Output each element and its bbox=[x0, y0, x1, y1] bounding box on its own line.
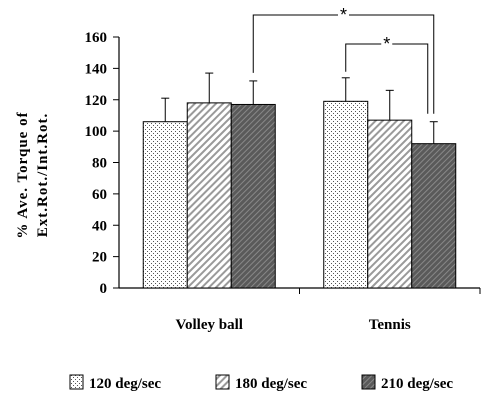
y-axis-label-line1: % Ave. Torque of bbox=[15, 111, 31, 238]
significance-label-bg bbox=[337, 5, 350, 25]
category-label: Tennis bbox=[369, 317, 411, 333]
significance-label-bg bbox=[381, 34, 393, 54]
legend-swatch bbox=[215, 374, 230, 390]
significance-brackets: ** bbox=[252, 5, 435, 114]
bar bbox=[411, 143, 457, 289]
error-bars bbox=[161, 72, 438, 144]
bar bbox=[142, 121, 188, 289]
y-tick-label: 160 bbox=[85, 30, 108, 46]
category-labels: Volley ball Tennis bbox=[176, 317, 411, 333]
legend-label: 180 deg/sec bbox=[235, 376, 307, 392]
y-tick-label: 80 bbox=[92, 156, 107, 172]
y-ticks: 0 20 40 60 80 100 120 140 160 bbox=[85, 30, 119, 297]
y-tick-label: 60 bbox=[92, 187, 107, 203]
legend: 120 deg/sec 180 deg/sec 210 deg/sec bbox=[69, 374, 453, 392]
significance-asterisk: * bbox=[340, 5, 347, 25]
bar bbox=[323, 100, 369, 289]
significance-asterisk: * bbox=[383, 34, 390, 54]
bar bbox=[186, 102, 232, 289]
legend-label: 210 deg/sec bbox=[381, 376, 453, 392]
category-label: Volley ball bbox=[176, 317, 243, 333]
significance-bracket bbox=[252, 14, 435, 114]
bar bbox=[367, 119, 413, 289]
y-tick-label: 140 bbox=[85, 61, 108, 77]
bar bbox=[230, 103, 276, 289]
y-tick-label: 120 bbox=[85, 93, 108, 109]
legend-label: 120 deg/sec bbox=[89, 376, 161, 392]
y-tick-label: 40 bbox=[92, 218, 107, 234]
bars bbox=[142, 100, 457, 289]
y-axis-label: % Ave. Torque of Ext.Rot./Int.Rot. bbox=[15, 111, 51, 238]
y-tick-label: 20 bbox=[92, 250, 107, 266]
y-tick-label: 0 bbox=[100, 281, 108, 297]
y-axis-label-line2: Ext.Rot./Int.Rot. bbox=[35, 113, 51, 238]
legend-swatch bbox=[361, 374, 376, 390]
legend-swatch bbox=[69, 374, 84, 390]
y-tick-label: 100 bbox=[85, 124, 108, 140]
